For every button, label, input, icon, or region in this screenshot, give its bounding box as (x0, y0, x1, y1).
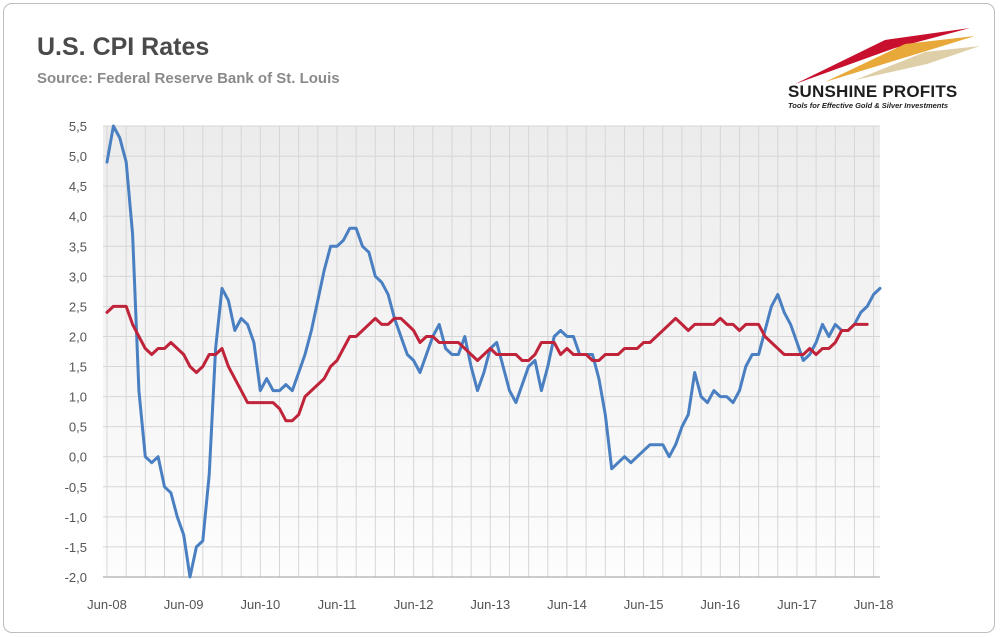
x-tick-label: Jun-17 (777, 597, 817, 612)
logo-name: SUNSHINE PROFITS (788, 82, 958, 101)
y-tick-label: 3,5 (69, 239, 87, 254)
x-tick-label: Jun-09 (164, 597, 204, 612)
y-tick-label: -1,0 (65, 510, 87, 525)
x-tick-label: Jun-14 (547, 597, 587, 612)
x-tick-label: Jun-15 (624, 597, 664, 612)
x-tick-label: Jun-10 (240, 597, 280, 612)
y-tick-label: 5,5 (69, 119, 87, 134)
logo-tagline: Tools for Effective Gold & Silver Invest… (788, 101, 949, 110)
y-tick-label: 2,5 (69, 299, 87, 314)
x-tick-label: Jun-13 (470, 597, 510, 612)
y-tick-label: 0,5 (69, 420, 87, 435)
y-tick-label: 0,0 (69, 450, 87, 465)
chart-subtitle: Source: Federal Reserve Bank of St. Loui… (37, 70, 340, 87)
x-tick-label: Jun-11 (318, 597, 357, 612)
y-tick-label: -1,5 (65, 540, 87, 555)
cpi-headline-series-line (105, 124, 882, 579)
y-tick-label: 4,0 (69, 209, 87, 224)
y-tick-label: 5,0 (69, 149, 87, 164)
x-tick-label: Jun-16 (700, 597, 740, 612)
sunshine-profits-logo-icon (795, 28, 980, 84)
x-tick-label: Jun-08 (87, 597, 127, 612)
y-tick-label: 4,5 (69, 179, 87, 194)
y-tick-label: 1,5 (69, 360, 87, 375)
y-tick-label: 1,0 (69, 390, 87, 405)
x-tick-label: Jun-12 (394, 597, 434, 612)
y-tick-label: 3,0 (69, 269, 87, 284)
y-tick-label: -2,0 (65, 570, 87, 585)
y-tick-label: -0,5 (65, 480, 87, 495)
y-tick-label: 2,0 (69, 329, 87, 344)
cpi-core-series-line (105, 304, 869, 423)
chart-title: U.S. CPI Rates (37, 33, 210, 61)
x-tick-label: Jun-18 (854, 597, 894, 612)
